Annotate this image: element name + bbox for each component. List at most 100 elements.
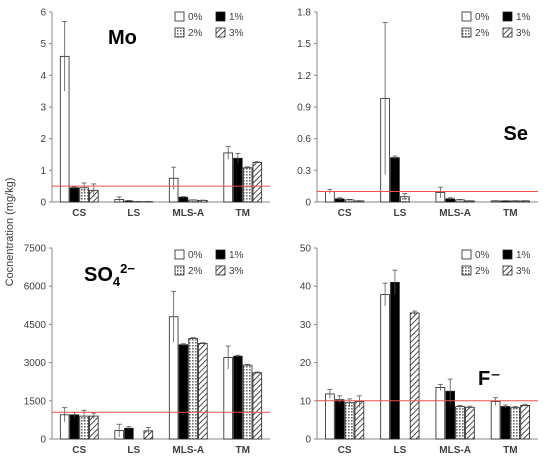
legend-label: 1% bbox=[516, 250, 531, 261]
bar-tm-4 bbox=[253, 373, 262, 439]
x-tick-label: TM bbox=[503, 208, 517, 219]
bar-cs-2 bbox=[335, 400, 344, 439]
legend-swatch bbox=[175, 250, 184, 259]
legend-swatch bbox=[216, 28, 225, 37]
y-axis-label: Cocnentration (mg/kg) bbox=[4, 178, 16, 287]
y-tick-label: 1500 bbox=[24, 396, 47, 407]
bar-tm-3 bbox=[243, 168, 252, 202]
x-tick-label: CS bbox=[72, 445, 86, 456]
legend-swatch bbox=[503, 28, 512, 37]
bar-ls-1 bbox=[381, 295, 390, 439]
y-tick-label: 7500 bbox=[24, 244, 47, 255]
bar-mls-a-3 bbox=[189, 338, 198, 439]
bar-tm-2 bbox=[234, 158, 243, 202]
y-tick-label: 50 bbox=[300, 244, 312, 255]
bar-cs-2 bbox=[70, 188, 79, 202]
y-tick-label: 0 bbox=[40, 435, 46, 446]
legend-swatch bbox=[462, 12, 471, 21]
legend-label: 1% bbox=[229, 12, 244, 23]
y-tick-label: 0 bbox=[40, 198, 46, 209]
legend-label: 3% bbox=[229, 266, 244, 277]
x-tick-label: MLS-A bbox=[439, 208, 471, 219]
legend-swatch bbox=[503, 250, 512, 259]
bar-tm-4 bbox=[253, 162, 262, 202]
y-tick-label: 0 bbox=[305, 435, 311, 446]
y-tick-label: 40 bbox=[300, 282, 312, 293]
legend-swatch bbox=[462, 266, 471, 275]
legend-label: 2% bbox=[188, 28, 203, 39]
legend-swatch bbox=[503, 12, 512, 21]
legend-label: 3% bbox=[516, 266, 531, 277]
chart-title: Se bbox=[504, 123, 528, 145]
y-tick-label: 4500 bbox=[24, 320, 47, 331]
legend-label: 0% bbox=[475, 250, 490, 261]
legend-swatch bbox=[216, 12, 225, 21]
legend-swatch bbox=[216, 250, 225, 259]
legend-label: 2% bbox=[188, 266, 203, 277]
legend-label: 3% bbox=[229, 28, 244, 39]
legend-swatch bbox=[503, 266, 512, 275]
y-tick-label: 0.9 bbox=[297, 103, 311, 114]
y-tick-label: 30 bbox=[300, 320, 312, 331]
bar-tm-3 bbox=[243, 365, 252, 439]
x-tick-label: CS bbox=[338, 208, 352, 219]
y-tick-label: 5 bbox=[40, 39, 46, 50]
bar-cs-4 bbox=[89, 416, 98, 439]
bar-mls-a-2 bbox=[179, 197, 188, 202]
legend-swatch bbox=[175, 12, 184, 21]
y-tick-label: 1.2 bbox=[297, 71, 311, 82]
y-tick-label: 10 bbox=[300, 396, 312, 407]
bar-tm-2 bbox=[234, 356, 243, 439]
y-tick-label: 3000 bbox=[24, 358, 47, 369]
x-tick-label: TM bbox=[236, 445, 250, 456]
legend-label: 1% bbox=[229, 250, 244, 261]
bar-tm-2 bbox=[501, 407, 510, 439]
bar-mls-a-4 bbox=[198, 344, 207, 440]
y-tick-label: 1.5 bbox=[297, 39, 311, 50]
x-tick-label: LS bbox=[127, 208, 140, 219]
x-tick-label: TM bbox=[236, 208, 250, 219]
bar-mls-a-1 bbox=[436, 387, 445, 439]
bar-ls-2 bbox=[125, 428, 134, 439]
bar-mls-a-4 bbox=[465, 407, 474, 439]
y-tick-label: 1.8 bbox=[297, 8, 311, 19]
x-tick-label: MLS-A bbox=[439, 445, 471, 456]
y-tick-label: 0.3 bbox=[297, 166, 311, 177]
y-tick-label: 6000 bbox=[24, 282, 47, 293]
y-tick-label: 6 bbox=[40, 8, 46, 19]
x-tick-label: CS bbox=[338, 445, 352, 456]
legend-swatch bbox=[462, 250, 471, 259]
legend-swatch bbox=[216, 266, 225, 275]
y-tick-label: 3 bbox=[40, 103, 46, 114]
bar-tm-4 bbox=[521, 405, 530, 439]
y-tick-label: 0.6 bbox=[297, 134, 311, 145]
legend-swatch bbox=[462, 28, 471, 37]
x-tick-label: TM bbox=[503, 445, 517, 456]
legend-label: 0% bbox=[188, 12, 203, 23]
x-tick-label: MLS-A bbox=[172, 208, 204, 219]
bar-ls-2 bbox=[391, 282, 400, 439]
bar-ls-2 bbox=[391, 158, 400, 202]
legend-label: 2% bbox=[475, 28, 490, 39]
x-tick-label: LS bbox=[393, 445, 406, 456]
chart-title: Mo bbox=[108, 27, 137, 49]
x-tick-label: MLS-A bbox=[172, 445, 204, 456]
chart-title: SO42− bbox=[84, 261, 135, 289]
legend-label: 0% bbox=[475, 12, 490, 23]
bar-ls-4 bbox=[410, 313, 419, 439]
bar-tm-3 bbox=[511, 408, 520, 439]
bar-tm-1 bbox=[224, 358, 233, 439]
x-tick-label: LS bbox=[393, 208, 406, 219]
y-tick-label: 1 bbox=[40, 166, 46, 177]
bar-mls-a-2 bbox=[179, 345, 188, 439]
bar-tm-1 bbox=[491, 402, 500, 439]
bar-tm-1 bbox=[224, 153, 233, 202]
y-tick-label: 20 bbox=[300, 358, 312, 369]
legend-label: 0% bbox=[188, 250, 203, 261]
legend-swatch bbox=[175, 28, 184, 37]
